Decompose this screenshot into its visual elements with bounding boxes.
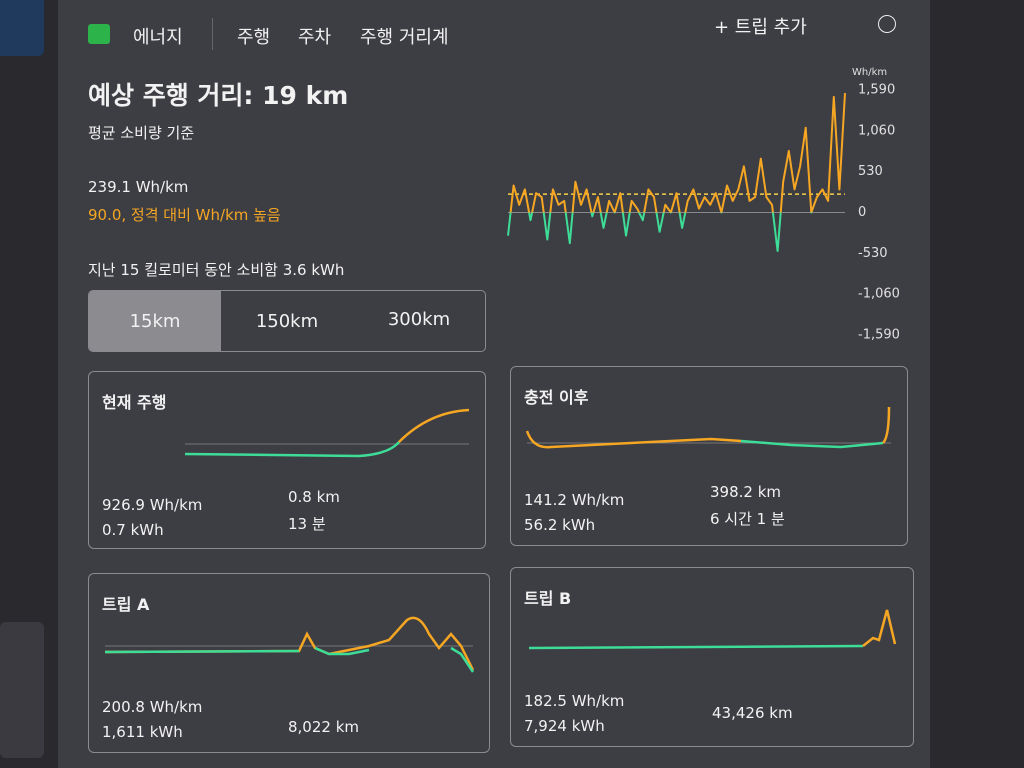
card-stat: 43,426 km [712,704,793,722]
card-stat: 182.5 Wh/km [524,692,625,710]
tab[interactable]: 에너지 [133,27,183,48]
range-button[interactable]: 150km [255,311,319,332]
tab[interactable]: 주차 [298,27,332,48]
recent: 지난 15 킬로미터 동안 소비함 3.6 kWh [88,261,345,279]
range-selector: 15km 150km 300km [88,290,486,352]
mini-chart [184,408,470,458]
tab[interactable]: 주행 거리계 [360,27,449,48]
subtitle: 평균 소비량 기준 [88,124,195,142]
card-stat: 6 시간 1 분 [710,510,785,528]
range-button[interactable]: 15km [129,311,181,332]
card [510,366,908,546]
side-panel [0,622,44,758]
info-icon[interactable] [878,15,896,33]
card-title: 트립 A [102,595,150,614]
y-tick-label: 530 [858,164,883,179]
card-stat: 926.9 Wh/km [102,496,203,514]
y-tick-label: 1,060 [858,123,895,138]
mini-chart [528,609,897,650]
y-tick-label: 1,590 [858,83,895,98]
selected-bg [89,291,221,351]
add-trip[interactable]: + 트립 추가 [714,17,807,38]
y-tick-label: -1,590 [858,328,900,343]
delta: 90.0, 정격 대비 Wh/km 높음 [88,206,281,224]
card-title: 충전 이후 [524,388,589,407]
card [88,371,486,549]
side-tab[interactable] [0,0,44,56]
mini-chart [104,616,475,673]
mini-chart [525,406,891,449]
card-stat: 0.7 kWh [102,521,164,539]
card-stat: 0.8 km [288,488,340,506]
card [88,573,490,753]
card-stat: 8,022 km [288,718,360,736]
card-title: 트립 B [524,589,572,608]
card-stat: 141.2 Wh/km [524,491,625,509]
card-stat: 7,924 kWh [524,717,605,735]
y-tick-label: 0 [858,205,866,220]
card-stat: 398.2 km [710,483,782,501]
range-button[interactable]: 300km [387,309,451,330]
consumption: 239.1 Wh/km [88,178,189,196]
title: 예상 주행 거리: 19 km [88,81,349,110]
divider [212,18,213,50]
unit-label: Wh/km [852,67,887,78]
y-tick-label: -530 [858,246,888,261]
card [510,567,914,747]
card-stat: 13 분 [288,515,326,533]
card-stat: 200.8 Wh/km [102,698,203,716]
y-tick-label: -1,060 [858,287,900,302]
energy-icon [88,24,110,44]
card-stat: 56.2 kWh [524,516,596,534]
energy-screen [58,0,930,768]
card-stat: 1,611 kWh [102,723,183,741]
consumption-line [507,93,846,252]
card-title: 현재 주행 [102,393,167,412]
tab[interactable]: 주행 [237,27,271,48]
